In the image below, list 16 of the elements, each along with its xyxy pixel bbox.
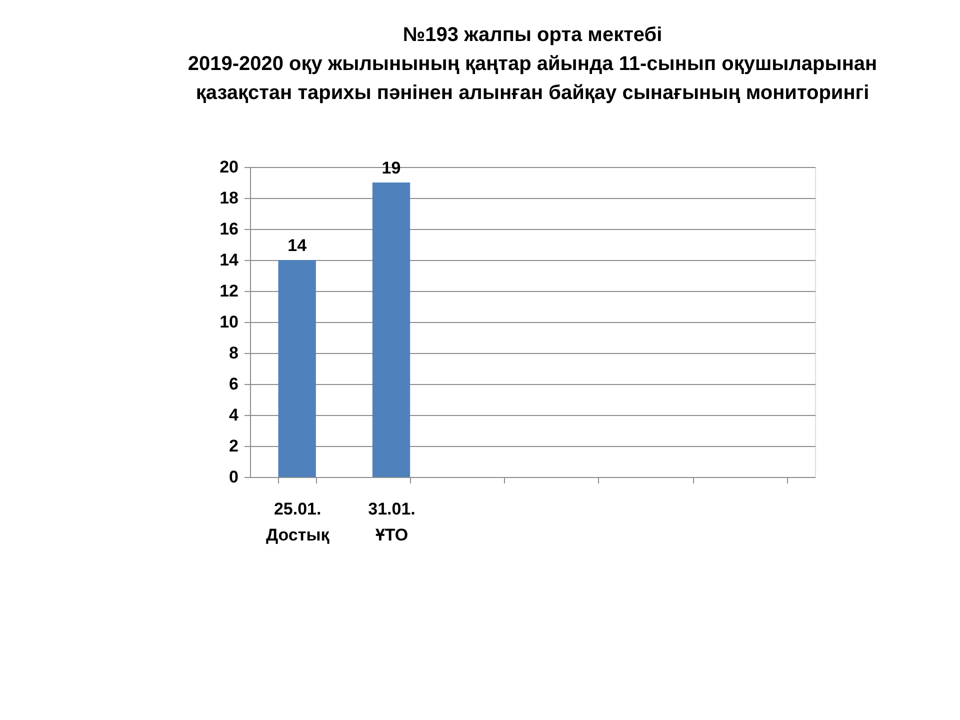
data-label: 19 [382, 158, 401, 178]
y-tick-label: 0 [229, 468, 238, 486]
y-tick-label: 12 [220, 282, 238, 300]
y-tick-label: 8 [229, 344, 238, 362]
x-tick-label: 25.01. Достық [266, 500, 330, 544]
y-tick-label: 4 [229, 406, 240, 424]
y-tick-label: 16 [220, 220, 238, 238]
y-tick-label: 20 [220, 158, 238, 176]
data-label: 14 [288, 236, 308, 255]
y-tick-label: 14 [220, 250, 240, 270]
y-tick-label: 2 [229, 436, 238, 456]
y-tick-label: 18 [220, 188, 238, 208]
x-tick-label: 31.01. ҰТО [368, 500, 416, 544]
y-tick-label: 6 [229, 374, 238, 394]
chart-title: №193 жалпы орта мектебі 2019-2020 оқу жылынының қаңтар айында 11-сынып оқушыларынан қазақстан тарихы пәнінен алынған байқау сынағының мониторингі [188, 24, 878, 104]
y-tick-label: 10 [220, 312, 238, 332]
